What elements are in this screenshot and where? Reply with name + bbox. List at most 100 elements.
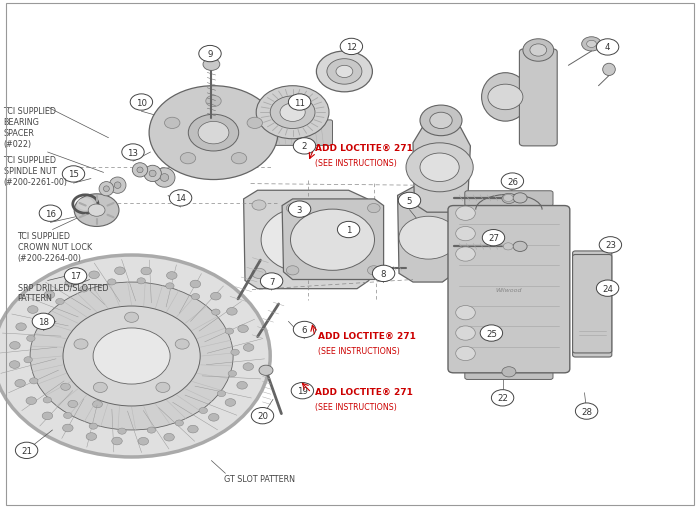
Ellipse shape: [603, 64, 615, 76]
Circle shape: [30, 282, 233, 430]
Text: 6: 6: [302, 325, 307, 334]
Circle shape: [115, 267, 125, 275]
Circle shape: [27, 306, 38, 314]
Circle shape: [32, 314, 55, 330]
Circle shape: [164, 434, 174, 441]
Circle shape: [118, 428, 126, 434]
Circle shape: [88, 205, 105, 217]
Ellipse shape: [99, 182, 113, 196]
Ellipse shape: [144, 166, 162, 182]
Circle shape: [596, 40, 619, 56]
Circle shape: [513, 242, 527, 252]
Circle shape: [64, 268, 87, 285]
Circle shape: [181, 153, 196, 164]
Text: 7: 7: [269, 277, 274, 286]
Circle shape: [368, 266, 380, 275]
Circle shape: [238, 325, 248, 333]
Text: 1: 1: [346, 225, 351, 235]
Circle shape: [244, 344, 254, 352]
Circle shape: [203, 59, 220, 71]
Ellipse shape: [137, 167, 143, 174]
Text: Wilwood: Wilwood: [496, 287, 522, 292]
Circle shape: [89, 423, 97, 430]
Circle shape: [523, 40, 554, 62]
Circle shape: [349, 269, 363, 279]
Circle shape: [399, 217, 458, 260]
Circle shape: [9, 361, 20, 369]
Circle shape: [293, 322, 316, 338]
Circle shape: [372, 266, 395, 282]
Circle shape: [211, 309, 220, 316]
Circle shape: [10, 342, 20, 350]
Circle shape: [270, 97, 315, 129]
Text: 17: 17: [70, 272, 81, 281]
Circle shape: [147, 427, 155, 433]
Circle shape: [406, 144, 473, 192]
Circle shape: [251, 408, 274, 424]
Circle shape: [599, 237, 622, 253]
Circle shape: [77, 199, 94, 211]
Circle shape: [68, 401, 78, 408]
Circle shape: [349, 201, 363, 211]
Circle shape: [26, 397, 36, 405]
Text: 9: 9: [207, 50, 213, 59]
Text: ADD LOCTITE® 271: ADD LOCTITE® 271: [315, 144, 413, 153]
Circle shape: [63, 306, 200, 406]
Circle shape: [86, 433, 97, 440]
Text: SRP DRILLED/SLOTTED
PATTERN: SRP DRILLED/SLOTTED PATTERN: [18, 282, 108, 302]
Circle shape: [188, 426, 198, 433]
Text: 19: 19: [297, 386, 308, 395]
Text: ADD LOCTITE® 271: ADD LOCTITE® 271: [315, 387, 413, 396]
Circle shape: [231, 350, 239, 356]
Circle shape: [61, 383, 71, 390]
Circle shape: [44, 291, 55, 299]
Text: 23: 23: [605, 241, 616, 250]
Circle shape: [188, 115, 239, 152]
Circle shape: [502, 194, 516, 204]
Circle shape: [291, 383, 314, 399]
Text: 4: 4: [605, 43, 610, 52]
Polygon shape: [244, 191, 369, 289]
Circle shape: [175, 420, 183, 426]
Circle shape: [340, 39, 363, 55]
Circle shape: [247, 118, 262, 129]
FancyBboxPatch shape: [519, 50, 557, 147]
Circle shape: [80, 287, 88, 293]
Circle shape: [217, 391, 225, 397]
Circle shape: [209, 414, 219, 421]
Circle shape: [530, 45, 547, 57]
Circle shape: [337, 222, 360, 238]
Circle shape: [16, 323, 27, 331]
Text: TCI SUPPLIED
CROWN NUT LOCK
(#200-2264-00): TCI SUPPLIED CROWN NUT LOCK (#200-2264-0…: [18, 232, 92, 263]
Circle shape: [141, 268, 151, 275]
Circle shape: [199, 46, 221, 63]
Circle shape: [93, 382, 107, 392]
Circle shape: [420, 154, 459, 182]
Circle shape: [502, 367, 516, 377]
Circle shape: [227, 308, 237, 316]
Text: (SEE INSTRUCTIONS): (SEE INSTRUCTIONS): [318, 346, 400, 355]
Text: 11: 11: [294, 98, 305, 107]
Text: 16: 16: [45, 209, 56, 218]
Circle shape: [156, 382, 170, 392]
Circle shape: [293, 138, 316, 155]
Circle shape: [130, 95, 153, 111]
Circle shape: [503, 243, 513, 250]
Ellipse shape: [43, 352, 127, 431]
Circle shape: [503, 195, 513, 202]
Circle shape: [259, 365, 273, 376]
Circle shape: [175, 340, 189, 350]
Text: 2: 2: [302, 142, 307, 151]
Text: 18: 18: [38, 317, 49, 326]
Circle shape: [456, 326, 475, 341]
Circle shape: [15, 380, 25, 387]
Circle shape: [582, 38, 601, 52]
Text: 10: 10: [136, 98, 147, 107]
Circle shape: [256, 87, 329, 139]
Circle shape: [108, 279, 116, 286]
Circle shape: [456, 207, 475, 221]
Ellipse shape: [149, 171, 156, 177]
Circle shape: [513, 193, 527, 204]
Circle shape: [260, 273, 283, 290]
Circle shape: [368, 204, 380, 213]
